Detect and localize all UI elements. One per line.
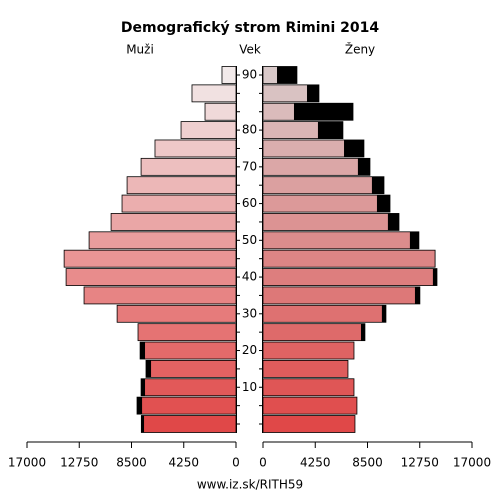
bar-female: [262, 213, 400, 231]
y-tick-label: 70: [242, 159, 257, 173]
surplus-female: [293, 103, 353, 121]
x-tick-label: 17000: [8, 456, 46, 470]
bar-male: [180, 121, 237, 140]
bar-male: [116, 304, 237, 323]
bar-female: [262, 323, 366, 342]
bar-female: [262, 157, 371, 176]
source: www.iz.sk/RITH59: [197, 478, 303, 492]
bar-female: [262, 359, 349, 378]
bar-female: [262, 176, 385, 195]
center-header: Vek: [239, 43, 261, 57]
bar-female: [262, 231, 420, 250]
surplus-female: [387, 213, 399, 231]
y-tick-label: 40: [242, 270, 257, 284]
x-tick-label: 8500: [116, 456, 147, 470]
bar-male: [140, 157, 237, 176]
surplus-female: [432, 268, 437, 286]
surplus-female: [357, 158, 370, 176]
surplus-male: [137, 397, 143, 415]
x-tick-label: 12750: [60, 456, 98, 470]
bar-male: [137, 323, 237, 342]
bar-male: [140, 378, 237, 397]
bar-male: [136, 396, 237, 415]
y-tick-label: 80: [242, 123, 257, 137]
x-tick-label: 0: [232, 456, 240, 470]
surplus-female: [414, 286, 420, 304]
bar-male: [204, 102, 237, 121]
surplus-female: [381, 305, 386, 323]
right-header: Ženy: [345, 42, 375, 57]
bar-male: [83, 286, 237, 305]
surplus-male: [146, 360, 152, 378]
y-tick-label: 50: [242, 233, 257, 247]
x-tick-label: 0: [259, 456, 267, 470]
y-tick-label: 20: [242, 343, 257, 357]
bar-male: [191, 84, 237, 103]
surplus-female: [360, 323, 365, 341]
x-tick-label: 4250: [300, 456, 331, 470]
surplus-female: [376, 195, 390, 213]
bar-male: [88, 231, 237, 250]
bar-male: [154, 139, 237, 158]
y-tick-label: 60: [242, 196, 257, 210]
bar-female: [262, 341, 355, 360]
bar-male: [110, 213, 237, 231]
bar-male: [139, 341, 237, 360]
bar-female: [262, 396, 358, 415]
y-tick-label: 30: [242, 306, 257, 320]
surplus-female: [409, 231, 419, 249]
bar-male: [121, 194, 237, 213]
surplus-female: [344, 139, 364, 157]
x-tick-label: 8500: [352, 456, 383, 470]
bar-male: [65, 268, 237, 286]
bar-male: [221, 66, 237, 84]
y-tick-label: 90: [242, 68, 257, 82]
bar-male: [145, 359, 237, 378]
bar-male: [140, 415, 237, 433]
bar-female: [262, 194, 391, 213]
bar-female: [262, 304, 387, 323]
surplus-male: [141, 378, 146, 396]
bar-female: [262, 378, 355, 397]
bar-female: [262, 415, 356, 433]
bar-female: [262, 249, 436, 268]
surplus-male: [141, 415, 145, 433]
surplus-female: [317, 121, 343, 139]
x-tick-label: 17000: [453, 456, 491, 470]
surplus-female: [277, 66, 297, 84]
surplus-male: [140, 342, 146, 360]
chart-title: Demografický strom Rimini 2014: [121, 20, 380, 36]
bar-male: [126, 176, 237, 195]
y-tick-label: 10: [242, 380, 257, 394]
bar-female: [262, 268, 438, 286]
bar-female: [262, 286, 421, 305]
x-tick-label: 4250: [168, 456, 199, 470]
left-header: Muži: [126, 43, 154, 57]
x-tick-label: 12750: [401, 456, 439, 470]
bar-male: [63, 249, 237, 268]
surplus-female: [371, 176, 384, 194]
surplus-female: [307, 84, 319, 102]
